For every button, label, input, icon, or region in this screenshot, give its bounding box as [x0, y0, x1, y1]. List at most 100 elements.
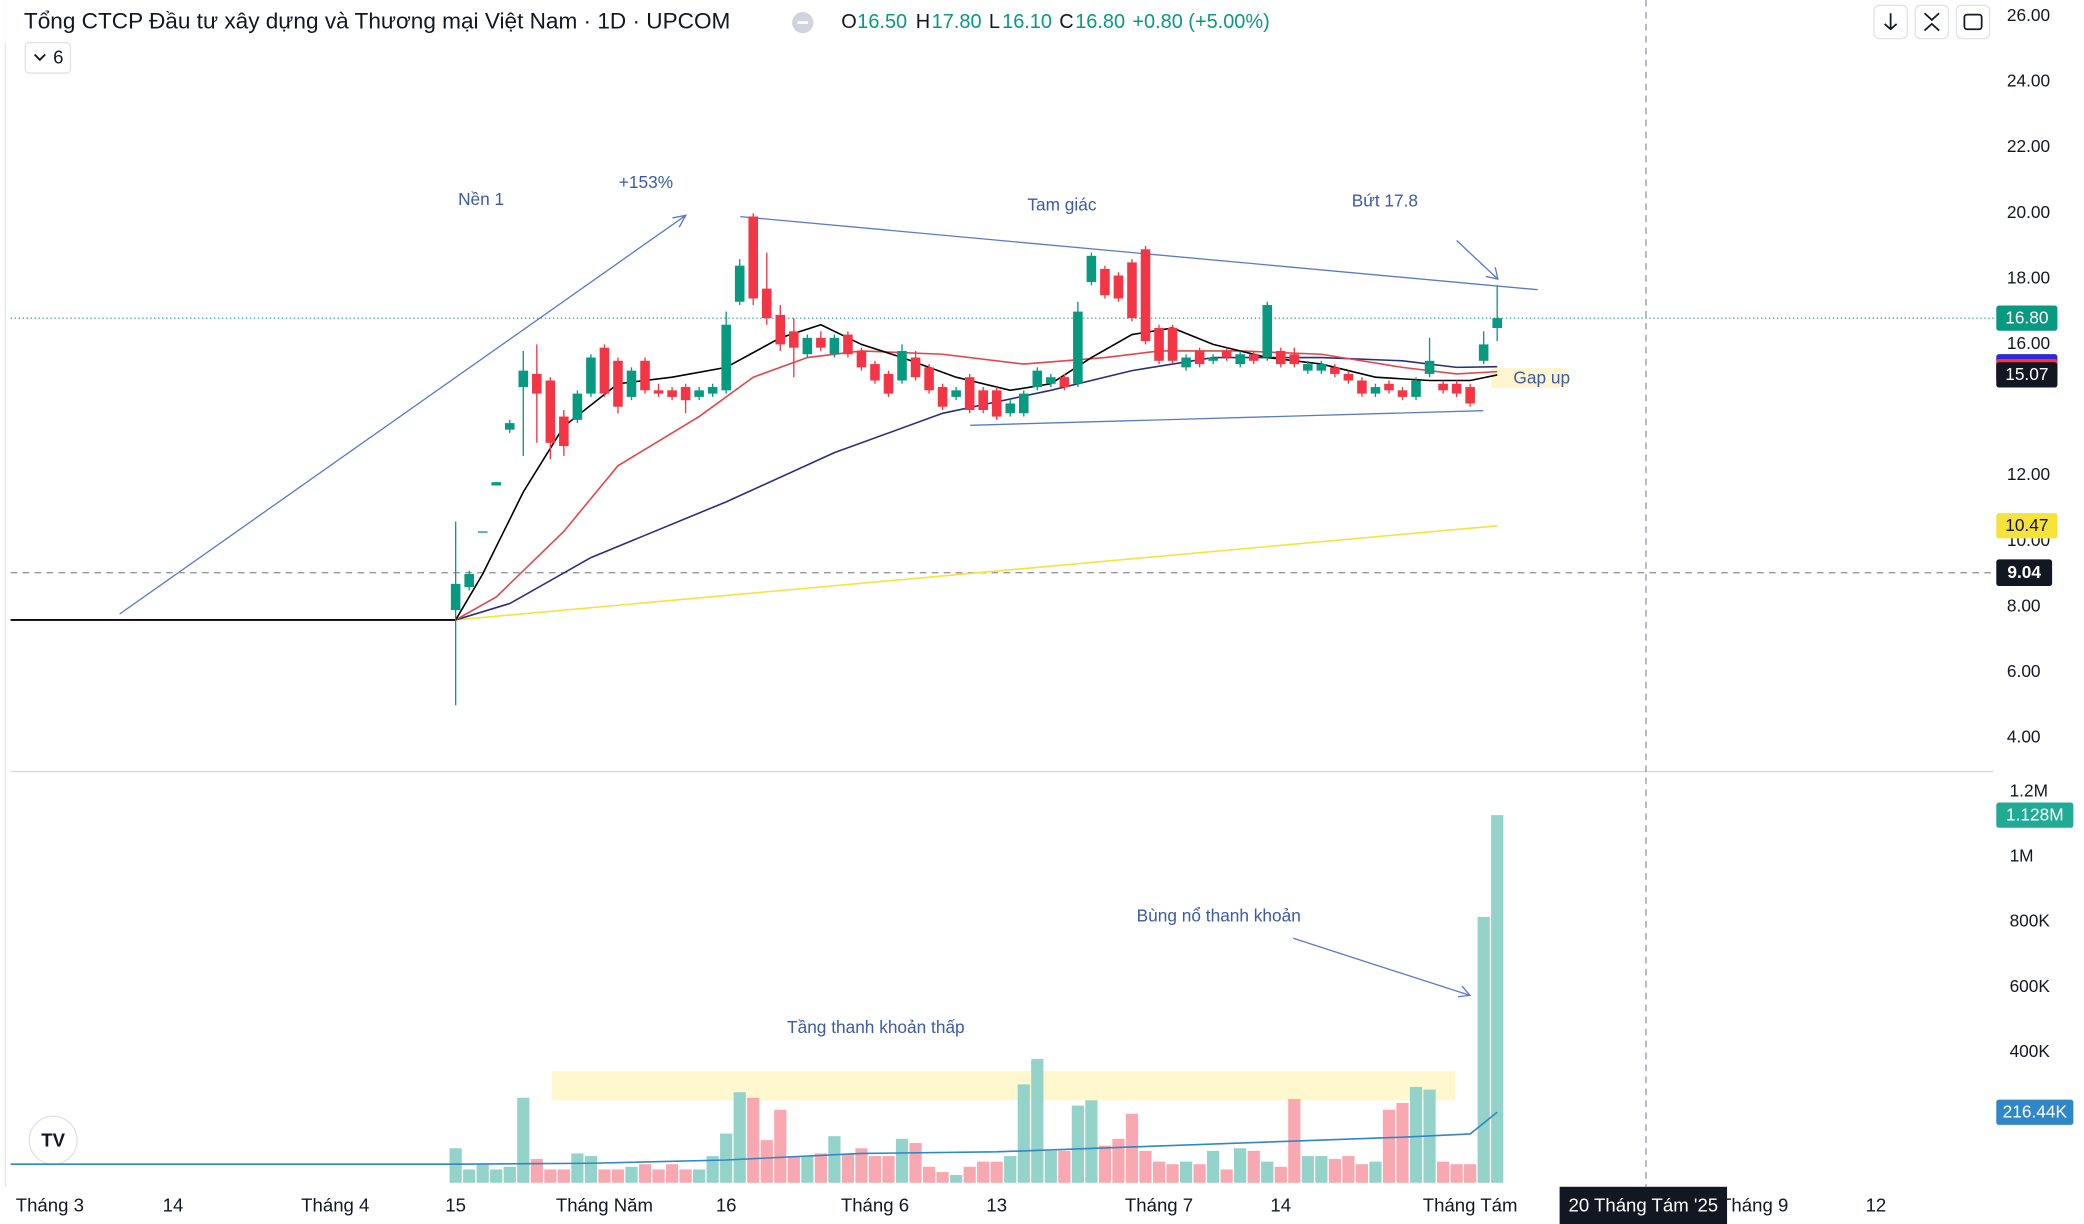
candle-body	[1370, 387, 1381, 394]
price-tick-label: 24.00	[2007, 71, 2050, 91]
candle-body	[1221, 350, 1232, 358]
volume-bar	[1491, 815, 1504, 1183]
volume-bar	[1247, 1150, 1260, 1183]
button[interactable]	[1955, 4, 1991, 40]
crosshair-price: 9.04	[2007, 562, 2041, 582]
volume-bar	[665, 1164, 679, 1183]
volume-bar	[801, 1156, 814, 1183]
volume-tick-label: 800K	[2010, 911, 2051, 931]
volume-bar	[679, 1169, 692, 1183]
candle-body	[1424, 360, 1435, 374]
candle-body	[694, 390, 704, 397]
volume-bar	[950, 1174, 963, 1183]
time-tick-label: Tháng Năm	[556, 1195, 653, 1216]
volume-bar	[760, 1140, 773, 1183]
price-badge: 10.47	[2005, 515, 2048, 535]
annotation: Bứt 17.8	[1352, 191, 1418, 211]
candle-body	[518, 370, 529, 388]
time-tick-label: 14	[163, 1195, 184, 1216]
candle-body	[1208, 357, 1218, 361]
volume-bar	[463, 1169, 476, 1183]
arrow-head	[1457, 985, 1472, 998]
price-tick-label: 16.00	[2007, 333, 2050, 353]
volume-tick-label: 600K	[2010, 976, 2051, 996]
candle-body	[613, 360, 623, 407]
indicators-toggle[interactable]: 6	[24, 41, 72, 74]
breakout-arrow	[1456, 240, 1499, 280]
candle-body	[1262, 305, 1273, 358]
volume-bar	[1071, 1105, 1084, 1183]
volume-badge-bg	[1996, 1099, 2074, 1125]
icon	[1963, 13, 1983, 31]
volume-bar	[774, 1109, 787, 1183]
candle-body	[937, 387, 948, 407]
triangle-lower	[970, 409, 1484, 426]
candle-body	[978, 390, 988, 411]
volume-bar	[1166, 1164, 1179, 1183]
candle-body	[640, 360, 650, 391]
volume-bar	[1031, 1058, 1044, 1183]
candle-body	[680, 387, 691, 401]
gap-up-zone	[1491, 368, 1569, 389]
volume-bar	[1085, 1100, 1098, 1183]
time-tick-label: 16	[716, 1195, 737, 1216]
volume-bar	[787, 1156, 800, 1183]
ohlc-value: 17.80	[932, 11, 982, 33]
volume-tick-label: 1.2M	[2010, 780, 2048, 800]
volume-bar	[1004, 1156, 1017, 1183]
volume-bar	[814, 1153, 827, 1183]
candle-body	[761, 288, 772, 319]
candle-body	[626, 370, 637, 397]
volume-bar	[1409, 1086, 1423, 1183]
volume-bar	[882, 1156, 895, 1183]
time-tick-label: 14	[1270, 1195, 1291, 1216]
annotation: Gap up	[1513, 367, 1570, 387]
button[interactable]	[1914, 4, 1950, 40]
volume-bar	[503, 1166, 516, 1183]
volume-bar	[530, 1159, 543, 1183]
candle-body	[572, 393, 583, 420]
annotation: Bùng nổ thanh khoản	[1137, 906, 1301, 926]
volume-bar	[1436, 1161, 1450, 1183]
candle-body	[1018, 393, 1029, 414]
price-badge: 16.80	[2005, 307, 2048, 327]
candle-body	[532, 373, 542, 394]
icon	[1884, 13, 1898, 31]
time-tick-label: 13	[986, 1195, 1007, 1216]
volume-bar	[490, 1169, 503, 1183]
crosshair-time: 20 Tháng Tám '25	[1569, 1195, 1719, 1216]
volume-bar	[476, 1164, 489, 1183]
volume-arrow	[1292, 937, 1471, 997]
volume-bar	[1342, 1156, 1355, 1183]
candle-body	[1032, 370, 1043, 388]
candle-body	[802, 337, 813, 355]
volume-bar	[747, 1097, 760, 1183]
volume-bar	[963, 1166, 976, 1183]
volume-bar	[868, 1156, 882, 1183]
time-tick-label: Tháng 4	[301, 1195, 369, 1216]
volume-bar	[652, 1169, 665, 1183]
volume-bar	[922, 1166, 936, 1183]
low-liquidity-zone	[551, 1071, 1456, 1101]
time-tick-label: 12	[1866, 1195, 1887, 1216]
candle-body	[1140, 249, 1151, 342]
arrow-head	[1485, 266, 1499, 280]
candle-body	[1275, 350, 1286, 365]
candle-body	[1005, 403, 1016, 414]
volume-bar	[1369, 1161, 1382, 1183]
volume-bar	[1396, 1102, 1409, 1183]
candle-body	[1127, 262, 1137, 319]
candle-body	[1167, 328, 1178, 361]
volume-badge: 1.128M	[2006, 804, 2064, 824]
price-tick-label: 12.00	[2007, 464, 2050, 484]
candle-body	[883, 373, 894, 394]
crosshair-price-bg	[1996, 559, 2053, 586]
candle-body	[910, 357, 921, 378]
ohlc-key: H	[916, 11, 930, 33]
ohlc-value: 16.10	[1002, 11, 1052, 33]
time-tick-label: Tháng 9	[1720, 1195, 1788, 1216]
candle-body	[897, 350, 907, 381]
candle-body	[1154, 328, 1164, 361]
time-axis-bg	[0, 1186, 2084, 1224]
symbol-title: Tổng CTCP Đầu tư xây dựng và Thương mại …	[24, 9, 730, 34]
